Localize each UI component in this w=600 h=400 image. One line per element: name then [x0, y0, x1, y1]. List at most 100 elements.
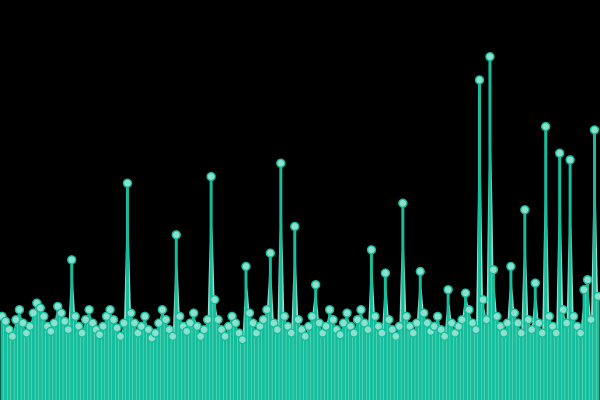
data-point-marker: [419, 308, 429, 318]
data-point-marker: [579, 285, 589, 295]
data-point-marker: [544, 311, 554, 322]
data-point-marker: [321, 321, 331, 332]
data-point-marker: [457, 315, 467, 325]
data-point-marker: [14, 305, 25, 315]
data-point-marker: [157, 305, 168, 315]
data-point-marker: [108, 315, 119, 325]
data-point-marker: [342, 308, 352, 318]
data-point-marker: [70, 311, 80, 322]
data-point-marker: [171, 230, 181, 240]
data-point-marker: [523, 315, 533, 325]
data-point-marker: [366, 245, 377, 255]
data-point-marker: [537, 328, 547, 338]
data-point-marker: [84, 305, 94, 315]
data-point-marker: [60, 316, 70, 327]
data-point-marker: [516, 328, 527, 338]
data-point-marker: [199, 325, 209, 335]
data-point-marker: [25, 321, 35, 332]
data-point-marker: [520, 205, 530, 215]
data-point-marker: [209, 295, 220, 305]
data-point-marker: [49, 318, 59, 328]
data-point-marker: [300, 331, 310, 342]
data-point-marker: [586, 315, 596, 325]
data-point-marker: [509, 308, 520, 318]
data-point-marker: [439, 331, 450, 342]
data-point-marker: [279, 311, 290, 322]
data-point-marker: [304, 321, 314, 332]
data-point-marker: [290, 221, 300, 232]
data-point-marker: [561, 318, 572, 328]
data-point-marker: [530, 278, 540, 288]
data-point-marker: [408, 328, 418, 338]
data-point-marker: [126, 308, 136, 318]
data-point-marker: [377, 328, 387, 338]
data-point-marker: [67, 255, 77, 265]
data-point-marker: [206, 171, 216, 182]
data-point-marker: [105, 305, 115, 315]
data-point-marker: [63, 325, 73, 335]
data-point-marker: [460, 288, 471, 298]
data-point-marker: [230, 318, 241, 328]
data-point-marker: [262, 305, 272, 315]
data-point-marker: [115, 331, 126, 342]
data-point-marker: [391, 331, 401, 342]
data-point-marker: [488, 265, 499, 275]
data-point-marker: [265, 248, 276, 258]
data-point-marker: [94, 329, 105, 340]
data-point-marker: [412, 318, 422, 328]
data-point-marker: [328, 315, 338, 325]
data-point-marker: [384, 315, 394, 325]
data-point-marker: [188, 308, 199, 318]
data-point-marker: [244, 308, 255, 318]
data-point-marker: [558, 305, 568, 315]
data-point-marker: [481, 315, 492, 325]
data-point-marker: [478, 295, 488, 305]
data-point-marker: [168, 331, 178, 342]
data-point-marker: [119, 318, 129, 328]
data-point-marker: [335, 329, 345, 340]
data-point-marker: [575, 328, 586, 338]
data-point-marker: [415, 266, 425, 277]
data-point-marker: [568, 311, 579, 322]
data-point-marker: [237, 334, 248, 345]
data-point-marker: [401, 311, 411, 322]
data-point-marker: [122, 178, 133, 188]
data-point-marker: [380, 268, 391, 278]
data-point-marker: [394, 321, 405, 332]
data-point-marker: [161, 315, 171, 325]
data-point-marker: [7, 331, 18, 342]
data-point-marker: [589, 125, 600, 135]
data-point-marker: [258, 315, 269, 325]
data-point-marker: [443, 285, 453, 295]
data-point-marker: [363, 325, 373, 335]
data-point-marker: [464, 305, 474, 315]
data-point-marker: [485, 51, 495, 62]
data-point-marker: [502, 318, 513, 328]
data-point-marker: [593, 291, 600, 302]
data-point-marker: [307, 311, 317, 322]
data-point-marker: [398, 198, 408, 208]
data-point-marker: [565, 155, 575, 165]
data-point-marker: [220, 331, 230, 342]
data-point-marker: [541, 121, 551, 132]
data-point-marker: [56, 308, 66, 318]
data-point-marker: [276, 158, 286, 168]
data-point-marker: [349, 328, 359, 338]
markers-group: [0, 51, 600, 345]
data-point-marker: [356, 305, 366, 315]
data-point-marker: [46, 326, 56, 337]
data-point-marker: [471, 325, 481, 335]
data-point-marker: [35, 303, 46, 313]
data-point-marker: [286, 328, 296, 338]
data-point-marker: [182, 326, 192, 337]
data-point-marker: [28, 308, 39, 318]
data-point-marker: [582, 275, 593, 285]
data-point-marker: [499, 328, 509, 338]
data-point-marker: [175, 311, 185, 322]
data-point-marker: [213, 315, 223, 325]
data-point-marker: [241, 261, 251, 272]
data-point-marker: [513, 318, 523, 328]
data-point-marker: [527, 325, 537, 335]
